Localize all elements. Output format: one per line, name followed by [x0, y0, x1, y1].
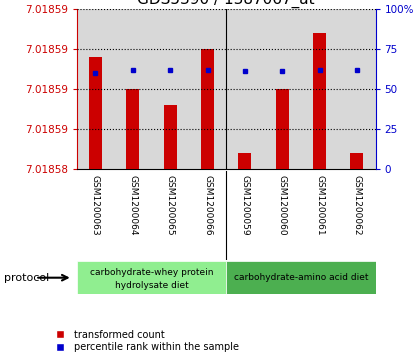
Bar	[189, 9, 226, 169]
Bar	[226, 261, 376, 294]
Bar	[114, 9, 151, 169]
Text: GSM1200066: GSM1200066	[203, 175, 212, 236]
Bar	[350, 153, 364, 169]
Bar	[338, 9, 376, 169]
Legend: transformed count, percentile rank within the sample: transformed count, percentile rank withi…	[46, 326, 242, 356]
Text: GSM1200062: GSM1200062	[352, 175, 361, 236]
Bar	[276, 89, 289, 169]
Bar	[226, 9, 264, 169]
Text: protocol: protocol	[4, 273, 49, 283]
Bar	[164, 105, 177, 169]
Text: carbohydrate-amino acid diet: carbohydrate-amino acid diet	[234, 273, 368, 282]
Bar	[313, 33, 326, 169]
Bar	[77, 261, 226, 294]
Bar	[301, 9, 338, 169]
Text: GSM1200060: GSM1200060	[278, 175, 287, 236]
Title: GDS5390 / 1387067_at: GDS5390 / 1387067_at	[137, 0, 315, 8]
Bar	[126, 89, 139, 169]
Text: GSM1200059: GSM1200059	[240, 175, 249, 236]
Bar	[238, 153, 251, 169]
Text: GSM1200064: GSM1200064	[128, 175, 137, 236]
Text: GSM1200065: GSM1200065	[166, 175, 175, 236]
Bar	[201, 49, 214, 169]
Bar	[89, 57, 102, 169]
Text: carbohydrate-whey protein: carbohydrate-whey protein	[90, 268, 213, 277]
Bar	[264, 9, 301, 169]
Text: GSM1200063: GSM1200063	[91, 175, 100, 236]
Bar	[77, 9, 114, 169]
Text: GSM1200061: GSM1200061	[315, 175, 324, 236]
Text: hydrolysate diet: hydrolysate diet	[115, 281, 188, 290]
Bar	[151, 9, 189, 169]
